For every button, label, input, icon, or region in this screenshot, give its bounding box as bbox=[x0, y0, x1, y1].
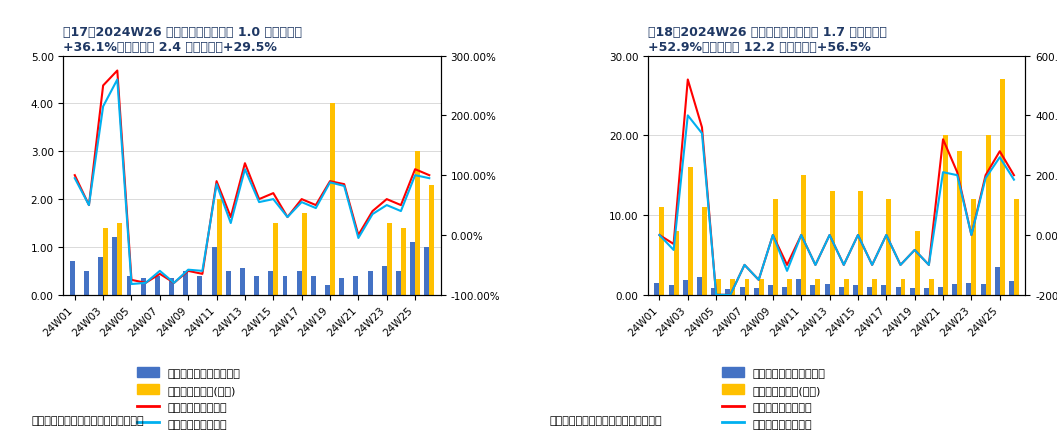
Bar bbox=[796, 279, 801, 295]
Bar bbox=[929, 279, 933, 295]
Bar bbox=[382, 266, 387, 295]
Bar bbox=[669, 286, 673, 295]
Bar bbox=[155, 276, 160, 295]
Bar bbox=[843, 279, 849, 295]
Bar bbox=[1014, 200, 1019, 295]
Bar bbox=[98, 257, 104, 295]
Bar bbox=[787, 279, 792, 295]
Text: 数据来源：奥维云网、开源证券研究所: 数据来源：奥维云网、开源证券研究所 bbox=[550, 415, 663, 425]
Bar bbox=[198, 276, 202, 295]
Legend: 油烟机线上销额（亿元）, 油烟机线上销量(万台), 油烟机线上销额同比, 油烟机线上销量同比: 油烟机线上销额（亿元）, 油烟机线上销量(万台), 油烟机线上销额同比, 油烟机… bbox=[722, 368, 826, 429]
Text: 图17：2024W26 油烟机线下销额约为 1.0 亿元，同比
+36.1%；销量约为 2.4 万台，同比+29.5%: 图17：2024W26 油烟机线下销额约为 1.0 亿元，同比 +36.1%；销… bbox=[63, 26, 302, 54]
Bar bbox=[683, 281, 688, 295]
Bar bbox=[938, 287, 943, 295]
Bar bbox=[353, 276, 358, 295]
Bar bbox=[183, 271, 188, 295]
Bar bbox=[815, 279, 820, 295]
Bar bbox=[1000, 80, 1005, 295]
Bar bbox=[773, 200, 778, 295]
Bar bbox=[966, 283, 971, 295]
Bar bbox=[914, 231, 920, 295]
Bar bbox=[697, 278, 702, 295]
Bar bbox=[853, 286, 858, 295]
Bar bbox=[429, 185, 434, 295]
Bar bbox=[958, 152, 962, 295]
Bar bbox=[717, 279, 721, 295]
Bar bbox=[254, 276, 259, 295]
Bar bbox=[995, 267, 1000, 295]
Bar bbox=[387, 224, 392, 295]
Bar bbox=[654, 283, 660, 295]
Bar bbox=[326, 286, 330, 295]
Bar bbox=[410, 243, 415, 295]
Text: 图18：2024W26 油烟机线上销额约为 1.7 亿元，同比
+52.9%；销量约为 12.2 万台，同比+56.5%: 图18：2024W26 油烟机线上销额约为 1.7 亿元，同比 +52.9%；销… bbox=[648, 26, 887, 54]
Bar bbox=[141, 279, 146, 295]
Bar bbox=[688, 168, 692, 295]
Bar bbox=[424, 247, 429, 295]
Bar bbox=[702, 207, 707, 295]
Bar bbox=[910, 289, 914, 295]
Bar bbox=[673, 231, 679, 295]
Bar bbox=[839, 287, 843, 295]
Bar bbox=[824, 285, 830, 295]
Bar bbox=[981, 285, 985, 295]
Bar bbox=[782, 287, 787, 295]
Bar bbox=[112, 238, 117, 295]
Legend: 油烟机线下销额（亿元）, 油烟机线下销量(万台), 油烟机线下销额同比, 油烟机线下销量同比: 油烟机线下销额（亿元）, 油烟机线下销量(万台), 油烟机线下销额同比, 油烟机… bbox=[136, 368, 241, 429]
Bar bbox=[311, 276, 316, 295]
Bar bbox=[104, 228, 108, 295]
Bar bbox=[924, 288, 929, 295]
Bar bbox=[872, 279, 877, 295]
Text: 数据来源：奥维云网、开源证券研究所: 数据来源：奥维云网、开源证券研究所 bbox=[32, 415, 145, 425]
Bar bbox=[368, 271, 372, 295]
Bar bbox=[943, 136, 948, 295]
Bar bbox=[730, 279, 736, 295]
Bar bbox=[401, 228, 406, 295]
Bar bbox=[740, 287, 744, 295]
Bar bbox=[84, 271, 89, 295]
Bar bbox=[725, 289, 730, 295]
Bar bbox=[415, 152, 420, 295]
Bar bbox=[971, 200, 977, 295]
Bar bbox=[895, 287, 901, 295]
Bar bbox=[301, 214, 307, 295]
Bar bbox=[274, 224, 278, 295]
Bar bbox=[127, 276, 131, 295]
Bar bbox=[759, 279, 763, 295]
Bar bbox=[754, 289, 759, 295]
Bar bbox=[396, 271, 401, 295]
Bar bbox=[240, 269, 245, 295]
Bar bbox=[169, 279, 174, 295]
Bar bbox=[217, 200, 222, 295]
Bar bbox=[952, 285, 958, 295]
Bar bbox=[226, 271, 230, 295]
Bar bbox=[660, 207, 665, 295]
Bar bbox=[882, 286, 887, 295]
Bar bbox=[985, 136, 990, 295]
Bar bbox=[801, 176, 806, 295]
Bar bbox=[901, 279, 906, 295]
Bar bbox=[117, 224, 123, 295]
Bar bbox=[339, 279, 345, 295]
Bar bbox=[70, 262, 75, 295]
Bar bbox=[858, 192, 863, 295]
Bar bbox=[268, 271, 274, 295]
Bar bbox=[282, 276, 288, 295]
Bar bbox=[211, 247, 217, 295]
Bar bbox=[768, 286, 773, 295]
Bar bbox=[867, 287, 872, 295]
Bar bbox=[830, 192, 835, 295]
Bar bbox=[297, 271, 301, 295]
Bar bbox=[811, 286, 815, 295]
Bar bbox=[711, 289, 717, 295]
Bar bbox=[330, 104, 335, 295]
Bar bbox=[744, 279, 749, 295]
Bar bbox=[1009, 282, 1014, 295]
Bar bbox=[887, 200, 891, 295]
